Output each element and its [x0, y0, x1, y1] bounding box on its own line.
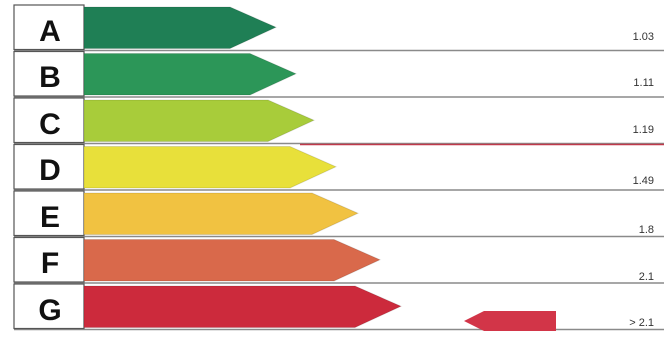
class-value-a: 1.03 — [633, 31, 654, 43]
class-value-e: 1.8 — [639, 224, 654, 236]
class-value-g: > 2.1 — [629, 317, 654, 329]
class-letter-a: A — [39, 15, 61, 48]
class-letter-c: C — [39, 108, 61, 141]
class-bar-f — [83, 239, 382, 282]
class-bar-a — [83, 6, 278, 49]
class-letter-e: E — [40, 201, 60, 234]
class-letter-g: G — [38, 294, 61, 327]
class-letter-b: B — [39, 61, 61, 94]
class-bar-b — [83, 53, 298, 96]
class-value-b: 1.11 — [633, 77, 654, 89]
class-letter-d: D — [39, 154, 61, 187]
class-value-c: 1.19 — [633, 124, 654, 136]
class-bar-c — [83, 99, 316, 142]
class-bar-d — [83, 146, 338, 189]
class-value-f: 2.1 — [639, 271, 654, 283]
class-letter-f: F — [41, 247, 59, 280]
rating-indicator-arrow — [464, 311, 556, 331]
class-bar-e — [83, 192, 360, 235]
class-value-d: 1.49 — [633, 175, 654, 187]
class-bar-g — [83, 285, 403, 328]
